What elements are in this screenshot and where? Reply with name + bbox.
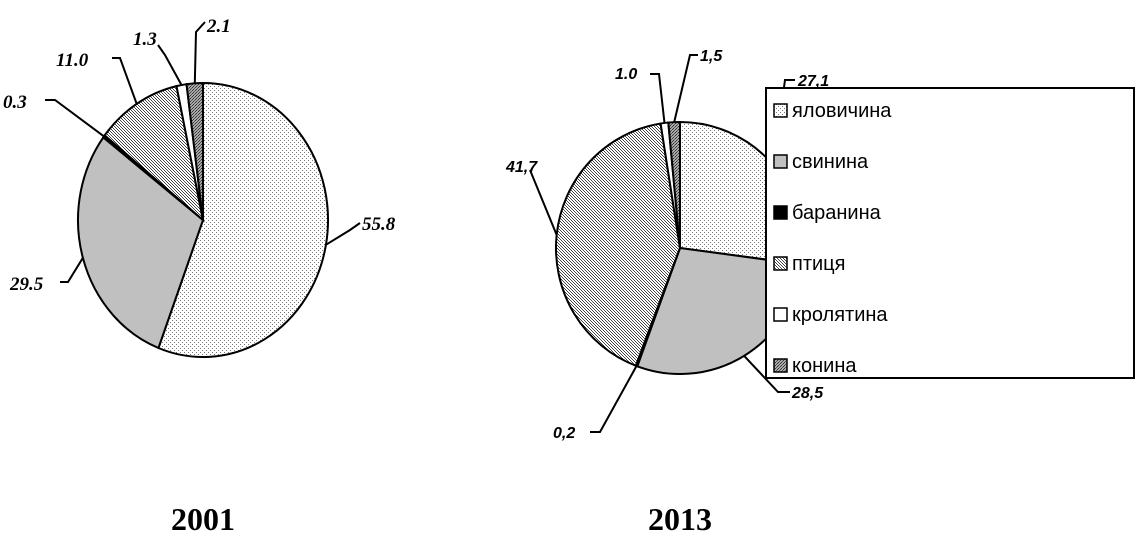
legend-label-beef: яловичина (792, 100, 892, 122)
legend-label-rabbit: кролятина (792, 304, 888, 326)
leader-line-lamb-2001 (45, 99, 105, 138)
legend-swatch-poultry (773, 256, 788, 271)
legend-label-lamb: баранина (792, 202, 882, 224)
legend-label-poultry: птиця (792, 253, 845, 275)
chart-title-2001: 2001 (171, 501, 235, 537)
leader-line-poultry-2001 (112, 57, 138, 105)
data-label-horse-2001: 2.1 (206, 16, 231, 37)
legend-swatch-horse (773, 358, 788, 373)
data-label-lamb-2013: 0,2 (553, 425, 575, 442)
data-label-poultry-2001: 11.0 (56, 50, 89, 71)
leader-line-lamb-2013 (590, 365, 638, 433)
legend-swatch-beef (773, 103, 788, 118)
pie-chart-2013: 27,1 28,5 0,2 41,7 1.0 1,5 (505, 48, 829, 442)
leader-line-horse-2001 (193, 21, 206, 84)
legend-box (765, 87, 1135, 379)
legend-label-pork: свинина (792, 151, 869, 173)
leader-line-rabbit-2013 (650, 73, 666, 124)
data-label-beef-2013: 27,1 (797, 73, 829, 90)
leader-line-rabbit-2001 (157, 44, 183, 86)
legend-label-horse: конина (792, 355, 857, 377)
leader-line-pork-2001 (60, 257, 84, 283)
data-label-lamb-2001: 0.3 (3, 92, 27, 113)
data-label-pork-2013: 28,5 (791, 385, 824, 402)
legend: яловичина свинина баранина птиця кролятина ко… (765, 87, 1135, 379)
legend-swatch-pork (773, 154, 788, 169)
leader-line-poultry-2013 (529, 169, 558, 236)
data-label-horse-2013: 1,5 (700, 48, 723, 65)
data-label-rabbit-2013: 1.0 (615, 66, 637, 83)
leader-line-beef-2001 (325, 222, 361, 246)
data-label-poultry-2013: 41,7 (505, 159, 538, 176)
legend-swatch-lamb (773, 205, 788, 220)
data-label-pork-2001: 29.5 (9, 274, 44, 295)
data-label-rabbit-2001: 1.3 (133, 29, 157, 50)
pie-chart-2001: 55.8 29.5 0.3 11.0 1.3 2.1 (3, 16, 396, 358)
data-label-beef-2001: 55.8 (362, 214, 396, 235)
slice-pork-2001 (77, 135, 205, 350)
slice-horse-2013 (667, 120, 681, 249)
chart-title-2013: 2013 (648, 501, 712, 537)
leader-line-pork-2013 (743, 355, 790, 393)
legend-swatch-rabbit (773, 307, 788, 322)
leader-line-horse-2013 (673, 54, 698, 123)
